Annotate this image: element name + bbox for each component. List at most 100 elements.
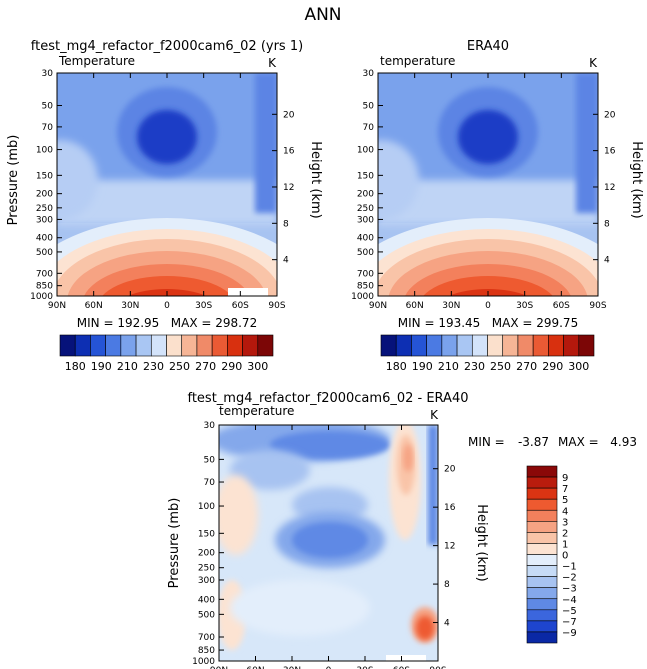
colorbar-label: 300	[568, 360, 589, 373]
colorbar-label: 180	[386, 360, 407, 373]
y2-tick-label: 8	[604, 219, 610, 229]
y2-tick-label: 4	[604, 256, 610, 266]
y-tick-label: 400	[36, 234, 53, 244]
y-tick-label: 100	[357, 146, 374, 156]
colorbar-swatch	[257, 334, 274, 357]
colorbar-label: −2	[562, 573, 577, 584]
x-tick-label: 90N	[210, 666, 228, 669]
y-tick-label: 200	[36, 190, 53, 200]
y-tick-label: 100	[198, 502, 215, 512]
y-tick-label: 150	[198, 529, 215, 539]
colorbar-swatch	[526, 609, 558, 622]
colorbar-swatch	[59, 334, 76, 357]
field-label: Temperature	[58, 54, 135, 68]
y-tick-label: 70	[363, 123, 375, 133]
colorbar-label: 250	[490, 360, 511, 373]
y-tick-label: 850	[357, 282, 374, 292]
colorbar-swatch	[395, 334, 412, 357]
x-tick-label: 60N	[246, 666, 264, 669]
colorbar-swatch	[441, 334, 458, 357]
colorbar-swatch	[517, 334, 534, 357]
y-tick-label: 70	[204, 478, 216, 488]
colorbar-swatch	[90, 334, 106, 357]
y-tick-label: 30	[363, 69, 375, 79]
colorbar-swatch	[487, 334, 504, 357]
y-tick-label: 50	[204, 455, 216, 465]
colorbar-label: 210	[117, 360, 138, 373]
colorbar-label: −3	[562, 584, 577, 595]
y-tick-label: 250	[36, 204, 53, 214]
colorbar-label: 190	[91, 360, 112, 373]
colorbar-swatch	[526, 487, 558, 500]
y-tick-label: 50	[42, 101, 54, 111]
colorbar-swatch	[526, 521, 558, 533]
y-tick-label: 500	[36, 248, 53, 258]
x-tick-label: 30N	[442, 301, 460, 311]
y-tick-label: 500	[357, 248, 374, 258]
y-tick-label: 700	[36, 269, 53, 279]
y2-tick-label: 4	[444, 619, 450, 629]
colorbar-label: 270	[516, 360, 537, 373]
y-tick-label: 500	[198, 610, 215, 620]
colorbar-swatch	[532, 334, 549, 357]
colorbar-swatch	[380, 334, 397, 357]
colorbar-swatch	[526, 631, 558, 644]
y2-tick-label: 20	[283, 110, 295, 120]
min-label: MIN =	[468, 435, 505, 449]
y-tick-label: 400	[357, 234, 374, 244]
y-tick-label: 70	[42, 123, 54, 133]
y-tick-label: 400	[198, 595, 215, 605]
x-tick-label: 60N	[406, 301, 424, 311]
y-tick-label: 250	[357, 204, 374, 214]
panel-obs: ERA40 temperature K 90N 60N 30N 0 30S 60S 90S 3…	[351, 39, 644, 373]
y2-tick-label: 20	[604, 110, 616, 120]
colorbar-swatch	[150, 334, 167, 357]
y2-tick-label: 16	[604, 147, 616, 157]
panel-model: ftest_mg4_refactor_f2000cam6_02 (yrs 1) …	[6, 39, 323, 373]
stats-label: MIN = 193.45 MAX = 299.75	[398, 316, 578, 330]
colorbar-label: 190	[412, 360, 433, 373]
y-tick-label: 30	[42, 69, 54, 79]
panel-difference: ftest_mg4_refactor_f2000cam6_02 - ERA40 …	[167, 391, 637, 669]
y2-tick-label: 20	[444, 465, 456, 475]
colorbar-swatch	[548, 334, 564, 357]
y2-tick-label: 16	[283, 147, 295, 157]
colorbar-label: 180	[65, 360, 86, 373]
y-tick-label: 1000	[351, 292, 374, 302]
colorbar-label: 300	[247, 360, 268, 373]
x-tick-label: 60S	[232, 301, 249, 311]
y-tick-label: 150	[357, 171, 374, 181]
y2-axis-label: Height (km)	[308, 141, 323, 218]
y-tick-label: 700	[198, 633, 215, 643]
x-tick-label: 30N	[121, 301, 139, 311]
colorbar-swatch	[242, 334, 259, 357]
y-tick-label: 850	[198, 646, 215, 656]
colorbar-label: 250	[169, 360, 190, 373]
colorbar: 180 190 210 230 250 270 290 300	[380, 334, 595, 373]
y-tick-label: 850	[36, 282, 53, 292]
y2-tick-label: 4	[283, 256, 289, 266]
x-tick-label: 0	[326, 666, 332, 669]
y2-tick-label: 8	[283, 219, 289, 229]
colorbar-label: −9	[562, 628, 577, 639]
colorbar-label: −5	[562, 606, 577, 617]
colorbar-swatch	[105, 334, 122, 357]
colorbar-swatch	[196, 334, 213, 357]
max-value: 4.93	[610, 435, 637, 449]
colorbar-label: 5	[562, 495, 568, 506]
y2-tick-label: 8	[444, 580, 450, 590]
colorbar-label: 7	[562, 484, 568, 495]
x-tick-label: 60S	[553, 301, 570, 311]
x-tick-label: 60S	[393, 666, 410, 669]
panel-title: ftest_mg4_refactor_f2000cam6_02 - ERA40	[187, 391, 468, 406]
x-tick-label: 90N	[369, 301, 387, 311]
colorbar: 180 190 210 230 250 270 290 300	[59, 334, 274, 373]
y-tick-label: 200	[198, 549, 215, 559]
x-tick-label: 90N	[48, 301, 66, 311]
y2-tick-label: 12	[604, 183, 615, 193]
y-axis-label: Pressure (mb)	[6, 135, 21, 226]
max-label: MAX =	[558, 435, 599, 449]
colorbar-swatch	[135, 334, 152, 357]
colorbar-label: 230	[143, 360, 164, 373]
